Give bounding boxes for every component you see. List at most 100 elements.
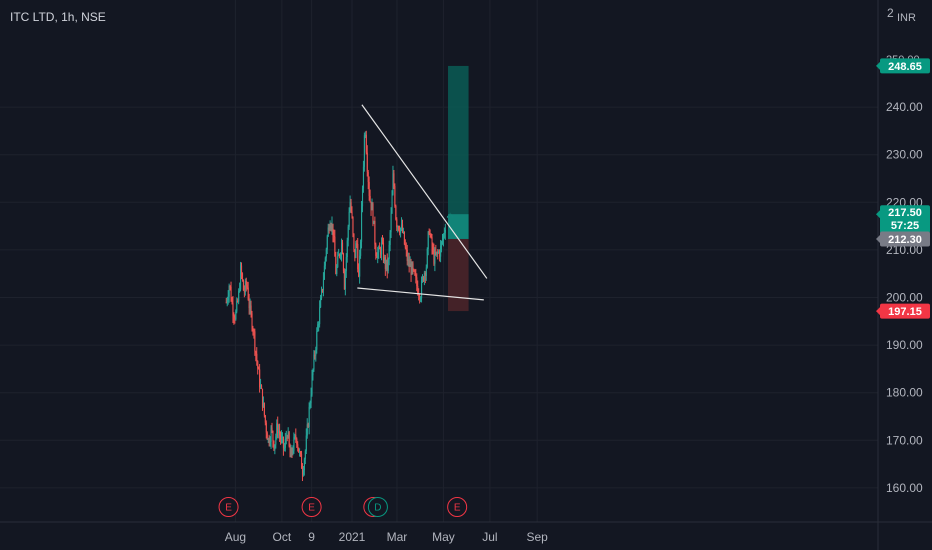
candle-body: [231, 300, 233, 304]
candle-body: [384, 257, 386, 269]
descending-trendline[interactable]: [361, 104, 488, 279]
candle-body: [430, 234, 432, 238]
candle-body: [258, 368, 260, 370]
candle-body: [347, 226, 349, 241]
x-tick-label: May: [432, 530, 455, 544]
candle-body: [335, 256, 337, 274]
candle-body: [442, 234, 445, 241]
candle-body: [397, 226, 399, 228]
candle-body: [298, 447, 300, 453]
candle-body: [268, 438, 270, 444]
earnings-event-icon[interactable]: [301, 497, 322, 517]
candles[interactable]: [225, 130, 454, 482]
y-tick-label: 170.00: [886, 433, 923, 447]
candle-body: [306, 424, 308, 436]
candle-body: [391, 194, 393, 214]
candle-body: [361, 188, 364, 207]
dividend-event-icon[interactable]: [367, 497, 388, 517]
candle-body: [431, 237, 433, 249]
candle-body: [361, 206, 363, 242]
candle-body: [407, 259, 409, 262]
candle-body: [371, 203, 373, 211]
price-badge-value: 212.30: [888, 234, 922, 246]
candle-body: [303, 459, 305, 471]
candle-body: [390, 213, 392, 233]
candle-body: [289, 445, 291, 458]
candle-body: [338, 254, 340, 257]
candle-body: [295, 435, 297, 439]
trendlines[interactable]: [357, 104, 488, 301]
candle-body: [286, 437, 288, 439]
candle-body: [269, 441, 271, 444]
candle-body: [227, 296, 229, 301]
candle-body: [432, 248, 434, 250]
y-tick-label: 200.00: [886, 291, 923, 305]
currency-label[interactable]: INR: [897, 12, 916, 24]
candle-body: [435, 251, 437, 255]
candle-body: [353, 233, 355, 250]
candle-body: [425, 267, 427, 276]
candle-body: [345, 257, 347, 272]
candle-body: [301, 468, 304, 475]
candle-body: [243, 290, 245, 293]
candle-body: [265, 422, 267, 433]
x-tick-label: Mar: [387, 530, 408, 544]
candle-body: [359, 255, 361, 277]
candle-body: [328, 227, 330, 231]
event-markers[interactable]: EEEDE: [218, 497, 468, 517]
candle-body: [364, 134, 366, 136]
profit-zone[interactable]: [448, 65, 469, 239]
price-badge-pointer: [876, 61, 880, 70]
long-position-tool[interactable]: [448, 65, 469, 312]
candle-body: [287, 432, 289, 438]
candle-body: [362, 166, 365, 189]
candle-body: [322, 279, 325, 291]
candle-body: [241, 265, 243, 274]
candle-body: [409, 263, 411, 267]
candle-body: [317, 324, 319, 332]
candle-body: [240, 265, 242, 290]
candle-body: [274, 444, 276, 450]
support-trendline[interactable]: [357, 287, 484, 301]
candle-body: [308, 406, 310, 427]
candle-body: [325, 249, 327, 258]
candle-body: [386, 259, 388, 271]
candle-body: [241, 273, 244, 280]
candle-body: [419, 295, 421, 299]
candle-body: [387, 259, 389, 271]
price-badge: [880, 205, 930, 234]
candle-body: [415, 275, 417, 278]
candle-body: [327, 227, 329, 237]
candle-body: [277, 423, 279, 434]
candle-body: [323, 265, 325, 280]
candle-body: [427, 231, 429, 249]
candle-body: [342, 253, 345, 271]
candle-body: [233, 315, 235, 318]
candle-body: [343, 270, 345, 290]
candle-body: [230, 286, 232, 301]
earnings-event-icon[interactable]: [447, 497, 468, 517]
y-tick-label: 240.00: [886, 100, 923, 114]
earnings-event-icon[interactable]: [218, 497, 239, 517]
candle-body: [283, 447, 285, 449]
candle-body: [352, 217, 354, 234]
candle-body: [267, 438, 269, 440]
candle-body: [282, 437, 285, 449]
event-letter: E: [308, 503, 315, 514]
symbol-title[interactable]: ITC LTD, 1h, NSE: [10, 10, 106, 24]
candle-body: [410, 263, 412, 275]
candle-body: [304, 451, 306, 460]
candle-body: [299, 451, 301, 453]
candle-body: [434, 251, 436, 264]
stop-zone[interactable]: [448, 238, 469, 312]
candle-body: [377, 252, 379, 258]
candle-body: [242, 279, 245, 291]
event-letter: D: [374, 503, 381, 514]
candle-body: [331, 223, 333, 229]
candle-body: [251, 313, 253, 329]
event-letter: E: [225, 503, 232, 514]
candle-body: [443, 232, 445, 235]
candle-body: [414, 270, 416, 276]
